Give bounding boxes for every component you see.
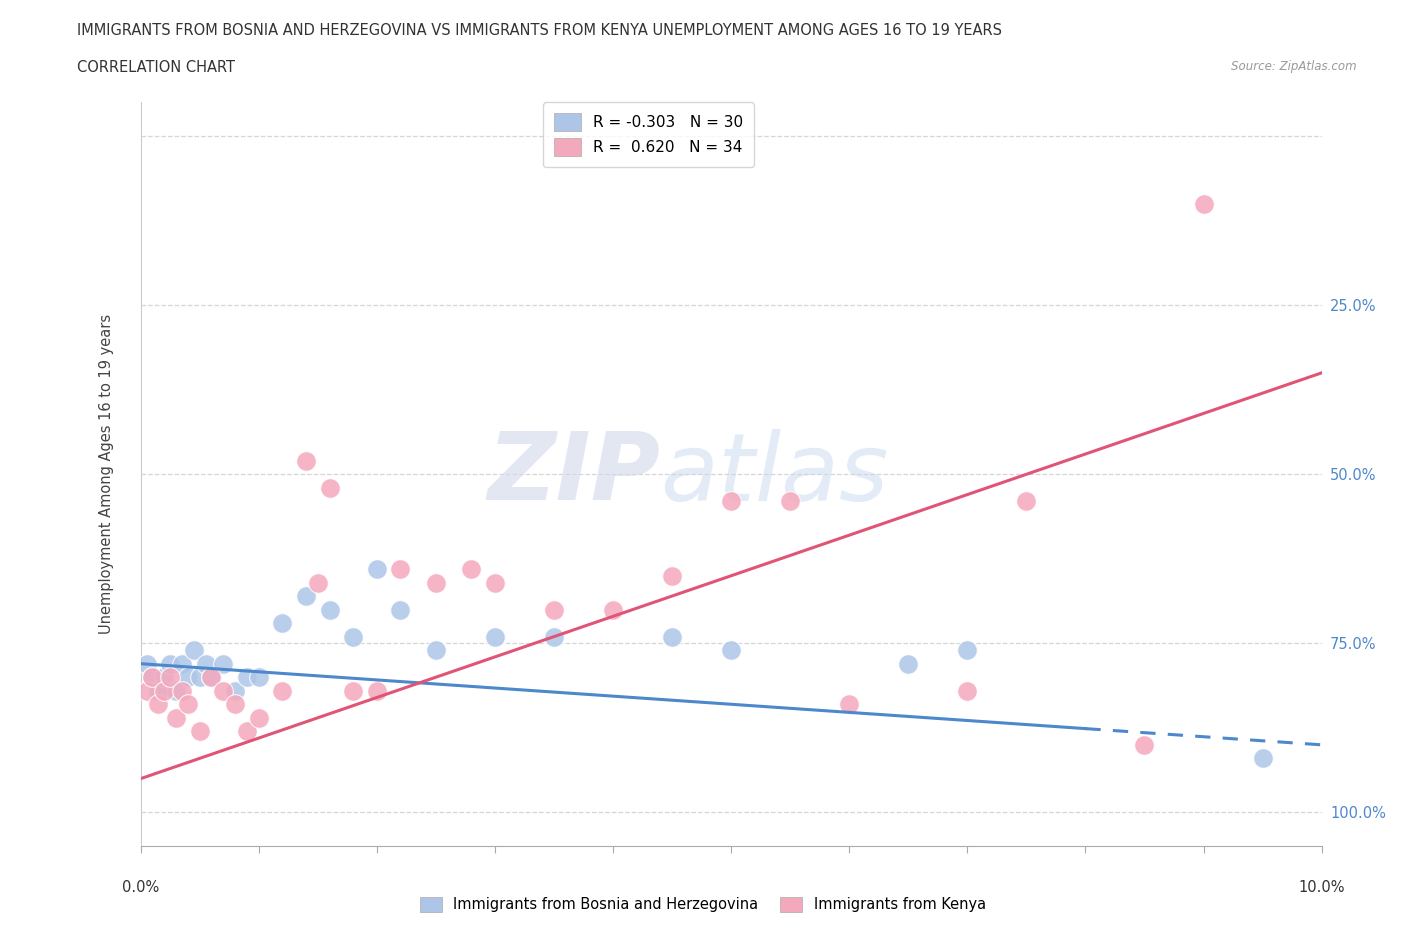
Point [425, 575, 447, 590]
Point [543, 630, 565, 644]
Point [212, 684, 235, 698]
Point [366, 684, 388, 698]
Point [271, 684, 294, 698]
Point [956, 684, 979, 698]
Point [1015, 494, 1038, 509]
Point [342, 630, 364, 644]
Text: 10.0%: 10.0% [1298, 880, 1346, 895]
Point [956, 643, 979, 658]
Point [224, 684, 246, 698]
Point [295, 453, 318, 468]
Point [194, 657, 217, 671]
Point [148, 697, 170, 711]
Point [247, 670, 270, 684]
Point [318, 602, 340, 617]
Point [153, 670, 176, 684]
Point [177, 670, 200, 684]
Point [602, 602, 624, 617]
Point [779, 494, 801, 509]
Point [460, 562, 482, 577]
Point [661, 568, 683, 583]
Point [141, 670, 163, 684]
Point [484, 630, 506, 644]
Point [271, 616, 294, 631]
Point [159, 657, 181, 671]
Point [153, 684, 176, 698]
Point [183, 643, 205, 658]
Point [720, 643, 742, 658]
Text: IMMIGRANTS FROM BOSNIA AND HERZEGOVINA VS IMMIGRANTS FROM KENYA UNEMPLOYMENT AMO: IMMIGRANTS FROM BOSNIA AND HERZEGOVINA V… [77, 23, 1002, 38]
Point [389, 562, 412, 577]
Point [165, 684, 187, 698]
Point [425, 643, 447, 658]
Point [366, 562, 388, 577]
Point [165, 711, 187, 725]
Point [159, 670, 181, 684]
Point [838, 697, 860, 711]
Point [141, 670, 163, 684]
Point [720, 494, 742, 509]
Point [307, 575, 329, 590]
Point [247, 711, 270, 725]
Point [224, 697, 246, 711]
Legend: R = -0.303   N = 30, R =  0.620   N = 34: R = -0.303 N = 30, R = 0.620 N = 34 [543, 102, 754, 166]
Point [295, 589, 318, 604]
Point [318, 481, 340, 496]
Point [389, 602, 412, 617]
Point [148, 684, 170, 698]
Text: atlas: atlas [661, 429, 889, 520]
Text: ZIP: ZIP [488, 429, 661, 520]
Legend: Immigrants from Bosnia and Herzegovina, Immigrants from Kenya: Immigrants from Bosnia and Herzegovina, … [413, 891, 993, 918]
Y-axis label: Unemployment Among Ages 16 to 19 years: Unemployment Among Ages 16 to 19 years [100, 314, 114, 634]
Point [661, 630, 683, 644]
Point [212, 657, 235, 671]
Text: 0.0%: 0.0% [122, 880, 159, 895]
Point [170, 684, 193, 698]
Point [897, 657, 920, 671]
Text: Source: ZipAtlas.com: Source: ZipAtlas.com [1232, 60, 1357, 73]
Point [1251, 751, 1274, 765]
Point [236, 670, 259, 684]
Point [342, 684, 364, 698]
Point [1192, 196, 1215, 211]
Point [188, 670, 211, 684]
Point [135, 657, 157, 671]
Point [177, 697, 200, 711]
Point [484, 575, 506, 590]
Point [1133, 737, 1156, 752]
Point [236, 724, 259, 738]
Text: CORRELATION CHART: CORRELATION CHART [77, 60, 235, 75]
Point [135, 684, 157, 698]
Point [188, 724, 211, 738]
Point [543, 602, 565, 617]
Point [200, 670, 222, 684]
Point [200, 670, 222, 684]
Point [170, 657, 193, 671]
